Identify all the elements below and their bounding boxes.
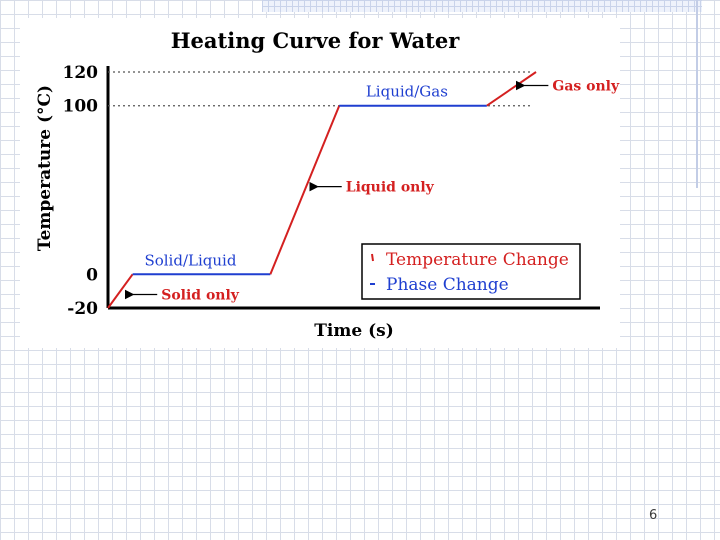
annotation-liquid-only: Liquid only [346,180,435,196]
legend-box [361,243,581,300]
y-axis-label: Temperature (°C) [35,85,55,251]
heating-curve-figure: Heating Curve for Water Temperature (°C)… [20,18,620,348]
legend: Temperature Change Phase Change [361,243,581,300]
annotation-gas-only: Gas only [552,78,620,94]
chart-title: Heating Curve for Water [171,28,461,53]
annotation-solid-only: Solid only [161,288,240,304]
side-decoration-bar [696,0,698,188]
legend-label: Temperature Change [386,250,569,270]
curve-annotations: Solid/Liquid Solid only Liquid only Liquid/… [124,78,620,304]
guide-lines [108,71,530,107]
y-tick-label: 100 [63,97,99,117]
heating-curve-chart: Heating Curve for Water Temperature (°C)… [35,28,620,341]
annotation-liquid-gas: Liquid/Gas [366,83,448,101]
page-number: 6 [649,508,658,523]
y-tick-label: 0 [86,265,98,285]
curve-segments [107,71,537,309]
temperature-change-segment-2 [269,105,341,275]
y-tick-labels: 120 100 0 -20 [63,63,99,319]
y-tick-label: 120 [63,63,99,83]
x-axis-label: Time (s) [314,321,394,341]
top-decoration-band [262,0,702,12]
temperature-change-segment-0 [107,273,134,309]
annotation-solid-liquid: Solid/Liquid [144,251,236,269]
temperature-change-segment-4 [486,71,537,107]
y-tick-label: -20 [67,299,98,319]
legend-swatch-temperature-change [371,253,374,262]
legend-label: Phase Change [386,275,509,295]
